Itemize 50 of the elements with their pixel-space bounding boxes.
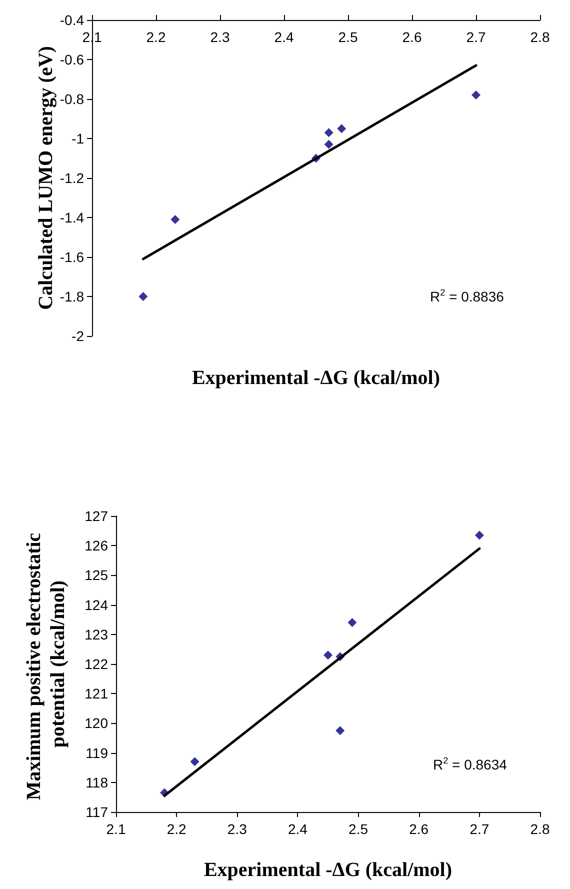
y-tick-label: -1.8	[60, 288, 84, 304]
y-tick-label: 125	[84, 567, 108, 584]
point	[170, 214, 180, 224]
y-tick-label: 119	[86, 744, 108, 761]
y-tick-label: -0.6	[60, 52, 84, 68]
x-tick-label: 2.8	[530, 29, 550, 45]
x-tick-label: 2.2	[166, 821, 187, 837]
point	[324, 140, 334, 149]
point	[138, 292, 148, 301]
y-tick-label: -1	[72, 130, 84, 146]
point	[474, 530, 484, 540]
y-tick-label: -1.2	[60, 170, 84, 186]
y-tick-label: -0.4	[60, 12, 84, 28]
x-tick-label: 2.2	[146, 29, 166, 45]
y-tick-label: 118	[86, 774, 108, 790]
x-tick-label: 2.6	[402, 29, 422, 45]
x-tick-label: 2.5	[338, 29, 358, 45]
y-tick-label: 120	[84, 715, 108, 732]
x-tick-label: 2.7	[470, 821, 490, 837]
point	[336, 726, 345, 736]
x-tick-label: 2.7	[466, 29, 486, 45]
y-tick-label: 122	[84, 656, 108, 672]
point	[472, 90, 480, 100]
y-axis-title: Maximum positive electrostatic potential (kcal/mol)	[23, 528, 69, 800]
y-tick-label: 123	[84, 626, 108, 642]
point	[337, 124, 346, 134]
x-tick-label: 2.3	[210, 29, 230, 45]
x-tick-label: 2.6	[409, 821, 429, 837]
point	[348, 618, 357, 628]
y-tick-label: 121	[84, 686, 108, 702]
x-tick-label: 2.4	[288, 821, 308, 837]
x-tick-label: 2.3	[227, 821, 248, 837]
y-tick-label: 126	[84, 538, 108, 554]
x-axis-title: Experimental -ΔG (kcal/mol)	[204, 859, 452, 881]
y-tick-label: -2	[72, 328, 84, 344]
x-tick-label: 2.8	[530, 821, 550, 837]
y-tick-label: 127	[84, 508, 108, 524]
point	[190, 757, 200, 766]
y-tick-label: -1.6	[60, 249, 84, 265]
x-tick-label: 2.1	[106, 821, 126, 837]
x-tick-label: 2.5	[348, 821, 368, 837]
y-tick-label: -0.8	[60, 91, 84, 107]
y-axis-title: Calculated LUMO energy (eV)	[35, 46, 57, 310]
point	[324, 128, 334, 138]
y-tick-label: 117	[86, 804, 108, 820]
y-tick-label: -1.4	[60, 210, 84, 226]
x-tick-label: 2.4	[274, 29, 294, 45]
y-tick-label: 124	[84, 596, 108, 613]
point	[324, 650, 332, 660]
x-axis-title: Experimental -ΔG (kcal/mol)	[192, 367, 440, 389]
